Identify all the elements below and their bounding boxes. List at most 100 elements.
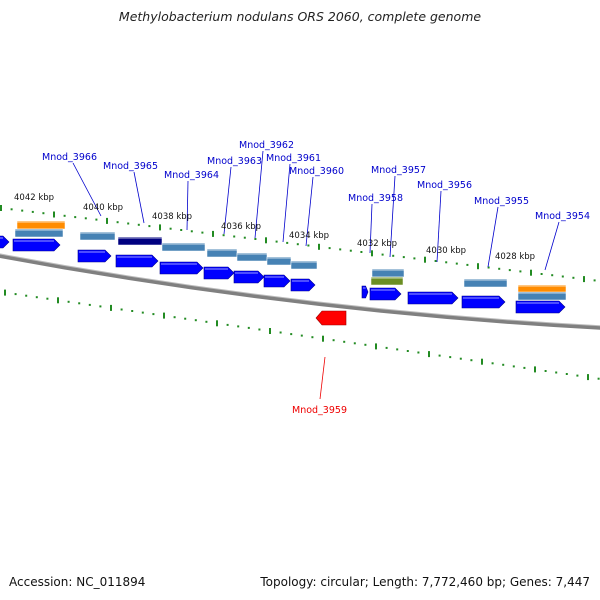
tick-mark (152, 313, 155, 316)
feature-bar (14, 228, 64, 238)
gene-label[interactable]: Mnod_3955 (474, 196, 529, 207)
gene-arrow[interactable] (203, 266, 235, 280)
tick-mark (131, 310, 134, 312)
gene-arrow-highlight (14, 240, 54, 242)
feature-bar-highlight (162, 243, 205, 245)
gene-arrow[interactable] (77, 249, 112, 263)
gene-arrow-highlight (205, 268, 228, 270)
selected-label-leader (319, 356, 326, 400)
gene-label[interactable]: Mnod_3965 (103, 161, 158, 172)
gene-label[interactable]: Mnod_3961 (266, 153, 321, 164)
gene-arrow[interactable] (159, 261, 204, 275)
gene-label[interactable]: Mnod_3966 (42, 152, 97, 163)
kbp-label: 4040 kbp (83, 203, 123, 213)
tick-mark (137, 223, 140, 226)
label-leader (186, 180, 189, 231)
gene-arrow[interactable] (361, 285, 369, 299)
tick-mark (523, 366, 526, 369)
feature-bar (517, 291, 567, 301)
kbp-label: 4042 kbp (14, 193, 54, 203)
tick-mark (540, 273, 543, 275)
gene-arrow-highlight (265, 276, 284, 278)
feature-bar-highlight (17, 221, 65, 223)
gene-label[interactable]: Mnod_3960 (289, 166, 344, 177)
feature-bar-highlight (15, 229, 63, 231)
gene-label[interactable]: Mnod_3962 (239, 140, 294, 151)
tick-mark (597, 377, 600, 380)
tick-mark (212, 230, 214, 237)
gene-arrow-highlight (363, 287, 366, 289)
feature-bar-highlight (371, 277, 403, 279)
gene-arrow[interactable] (407, 291, 459, 305)
gene-label[interactable]: Mnod_3964 (164, 170, 219, 181)
label-leader (487, 206, 499, 268)
tick-mark (184, 317, 187, 320)
tick-mark (31, 210, 34, 213)
tick-mark (67, 300, 70, 303)
kbp-label: 4034 kbp (289, 231, 329, 241)
gene-arrow[interactable] (115, 254, 159, 268)
tick-mark (364, 343, 367, 346)
genome-backbone-highlight (0, 253, 600, 327)
selected-gene-arrow[interactable] (315, 310, 347, 326)
feature-bar-highlight (237, 253, 267, 255)
tick-mark (417, 351, 420, 354)
tick-mark (551, 274, 554, 277)
tick-mark (169, 227, 172, 230)
tick-mark (106, 217, 108, 224)
tick-mark (190, 230, 193, 233)
tick-mark (42, 212, 45, 215)
tick-mark (413, 257, 416, 260)
tick-mark (14, 293, 17, 296)
label-leader (436, 190, 442, 263)
tick-mark (307, 244, 310, 247)
genome-backbone (0, 253, 600, 330)
gene-arrow[interactable] (263, 274, 291, 288)
gene-label[interactable]: Mnod_3957 (371, 165, 426, 176)
tick-mark (254, 238, 257, 240)
tick-mark (360, 251, 363, 253)
kbp-label: 4032 kbp (357, 239, 397, 249)
tick-mark (396, 348, 399, 351)
tick-mark (477, 263, 479, 270)
label-layer: 4042 kbp 4040 kbp 4038 kbp 4036 kbp 4034 kbp… (14, 140, 590, 416)
gene-label[interactable]: Mnod_3956 (417, 180, 472, 191)
tick-mark (265, 237, 267, 244)
gene-arrow[interactable] (290, 278, 316, 292)
tick-mark (275, 240, 278, 243)
gene-arrow-highlight (517, 302, 559, 304)
tick-mark (201, 231, 204, 234)
tick-mark (25, 294, 28, 297)
feature-bar (161, 242, 206, 252)
tick-mark (470, 359, 473, 362)
feature-bar-highlight (372, 269, 404, 271)
tick-mark (555, 371, 558, 374)
gene-arrow[interactable] (233, 270, 265, 284)
outer-tick-ring (0, 205, 596, 283)
tick-mark (572, 276, 575, 279)
gene-label[interactable]: Mnod_3963 (207, 156, 262, 167)
gene-arrow[interactable] (369, 287, 402, 301)
gene-arrow[interactable] (515, 300, 566, 314)
tick-mark (593, 279, 596, 282)
tick-mark (205, 320, 208, 323)
selected-gene-label[interactable]: Mnod_3959 (292, 405, 347, 416)
tick-mark (10, 208, 13, 211)
feature-bar-highlight (518, 285, 566, 287)
backbone-layer (0, 253, 600, 330)
tick-mark (88, 303, 91, 306)
label-leader (223, 166, 232, 235)
gene-label[interactable]: Mnod_3958 (348, 193, 403, 204)
gene-arrow[interactable] (0, 235, 10, 249)
gene-arrow[interactable] (12, 238, 61, 252)
feature-bar (79, 231, 116, 241)
tick-mark (481, 358, 483, 365)
tick-mark (216, 320, 218, 327)
gene-arrow-highlight (117, 256, 152, 258)
tick-mark (491, 362, 494, 365)
tick-mark (498, 267, 501, 270)
gene-arrow[interactable] (461, 295, 506, 309)
tick-mark (194, 319, 197, 322)
inner-tick-ring (4, 289, 600, 381)
gene-label[interactable]: Mnod_3954 (535, 211, 590, 222)
